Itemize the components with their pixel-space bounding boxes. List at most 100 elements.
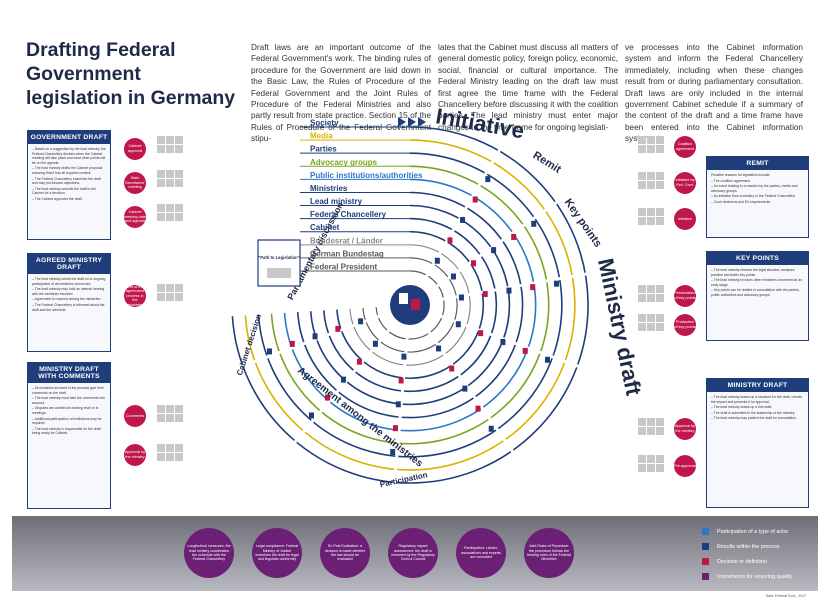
- participant-marker: [455, 321, 461, 328]
- arrow-icon: [398, 117, 426, 127]
- instrument-circle: Longitudinal measures: the lead ministry…: [184, 528, 234, 578]
- participant-marker: [458, 294, 464, 301]
- panel-body: – The lead ministry reviews the legal si…: [707, 265, 808, 302]
- decision-circle: Approval by the ministry: [124, 444, 146, 466]
- panel-heading: GOVERNMENT DRAFT: [28, 131, 110, 144]
- panel-heading: AGREED MINISTRY DRAFT: [28, 254, 110, 274]
- legend-item: Instruments for ensuring quality: [702, 569, 792, 584]
- panel-text: – All ministries involved in the process…: [32, 386, 104, 395]
- participant-marker: [358, 318, 364, 325]
- instruments-band: Longitudinal measures: the lead ministry…: [12, 516, 818, 591]
- stage-spokes: [236, 144, 592, 489]
- panel-body: Possible reasons for legislation include…: [707, 170, 808, 209]
- actor-label: Federal Chancellery: [310, 210, 387, 219]
- actor-arc: [244, 139, 576, 471]
- panel-text: – Key points can be drafted in consultat…: [711, 288, 800, 297]
- participant-marker: [390, 448, 396, 455]
- actor-label: Advocacy groups: [310, 158, 378, 167]
- stage-remit: Remit: [531, 149, 564, 176]
- participant-marker: [553, 280, 559, 287]
- decision-circle: Initiative: [674, 208, 696, 230]
- stage-participation: Participation: [379, 470, 428, 489]
- actor-label: Bundesrat / Länder: [310, 236, 383, 245]
- panel-text: – The lead ministry is responsible for t…: [32, 426, 101, 436]
- panel-text: – The Cabinet approves the draft.: [32, 196, 83, 201]
- participant-marker: [472, 196, 478, 203]
- panel-text: – Court decisions and EU requirements: [711, 199, 771, 204]
- actor-arc: [336, 230, 485, 379]
- stage-initiative: Initiative: [434, 105, 526, 143]
- participant-marker: [436, 345, 442, 352]
- panel-text: – The lead ministry may publish the draf…: [711, 416, 797, 421]
- actor-arc: [270, 165, 550, 445]
- decision-circle: Coalition agreement: [674, 136, 696, 158]
- instrument-circle: Regulatory impact assessment: the draft …: [388, 528, 438, 578]
- actor-grid-icon: [638, 314, 664, 331]
- panel-key-points: KEY POINTS – The lead ministry reviews t…: [706, 251, 809, 341]
- intro-col-3: ve processes into the Cabinet informatio…: [625, 43, 803, 143]
- actor-grid-icon: [638, 418, 664, 435]
- panel-text: – The Federal Chancellery examines the d…: [32, 176, 101, 186]
- actor-label: Lead ministry: [310, 197, 363, 206]
- instrument-circle: Participation: Länder, associations and …: [456, 528, 506, 578]
- legend-swatch-icon: [702, 543, 709, 550]
- legend-swatch-icon: [702, 528, 709, 535]
- decision-circle: Production of key points: [674, 314, 696, 336]
- actor-label: Society: [310, 119, 339, 128]
- decision-circle: Comments: [124, 405, 146, 427]
- actor-grid-icon: [157, 405, 183, 422]
- stage-spoke: [435, 271, 592, 302]
- panel-ministry-draft-comments: MINISTRY DRAFT WITH COMMENTS – All minis…: [27, 362, 111, 509]
- panel-body: – All ministries involved in the process…: [28, 383, 110, 440]
- participant-marker: [356, 358, 362, 365]
- panel-text: – An event leading to a reaction by the …: [711, 184, 798, 193]
- actor-grid-icon: [638, 455, 664, 472]
- actor-label: German Bundestag: [310, 249, 384, 258]
- participant-marker: [488, 425, 494, 432]
- participant-marker: [401, 353, 407, 360]
- actor-label: Cabinet: [310, 223, 340, 232]
- legend-label: Participation of a type of actor: [717, 528, 789, 535]
- participant-marker: [372, 340, 378, 347]
- panel-ministry-draft: MINISTRY DRAFT – The lead ministry draws…: [706, 378, 809, 508]
- participant-marker: [395, 401, 401, 408]
- decision-circle: Presentation of key points: [674, 285, 696, 307]
- actor-arcs: [231, 126, 589, 484]
- legend-label: Decision or definition: [717, 558, 768, 565]
- panel-heading: MINISTRY DRAFT: [707, 379, 808, 392]
- actor-label: Parties: [310, 145, 337, 154]
- panel-text: – Additional participation of institutio…: [32, 416, 102, 426]
- document-icon: [411, 299, 420, 310]
- panel-text: Possible reasons for legislation include…: [711, 173, 771, 177]
- path-box: [257, 239, 301, 287]
- participant-marker: [398, 377, 404, 384]
- panel-heading: REMIT: [707, 157, 808, 170]
- legislation-diagram: Initiative Remit Key points Ministry dra…: [231, 105, 645, 489]
- participant-marker: [434, 257, 440, 264]
- legend-label: Instruments for ensuring quality: [717, 573, 793, 580]
- instrument-circle: Joint Rules of Procedure: the procedure …: [524, 528, 574, 578]
- participant-marker: [471, 260, 477, 267]
- decision-circle: Cabinet meeting date and agenda: [124, 206, 146, 228]
- center-hub: [390, 285, 430, 325]
- legend-swatch-icon: [702, 558, 709, 565]
- panel-agreed-ministry-draft: AGREED MINISTRY DRAFT – The lead ministr…: [27, 253, 111, 352]
- participant-marker: [482, 291, 488, 298]
- participant-marker: [266, 348, 272, 355]
- instrument-circle: Ex-Post Evaluation: a decision is made w…: [320, 528, 370, 578]
- participant-marker: [309, 412, 315, 419]
- participant-marker: [475, 405, 481, 412]
- participant-marker: [335, 325, 341, 332]
- decision-circle: Approval by the ministry: [674, 418, 696, 440]
- actor-grid-icon: [157, 444, 183, 461]
- actor-grid-icon: [157, 284, 183, 301]
- legend-label: Results within the process: [717, 543, 780, 550]
- panel-body: – The lead ministry sends the draft on t…: [28, 274, 110, 316]
- document-icon: [267, 268, 291, 278]
- panel-body: – The lead ministry draws up a structure…: [707, 392, 808, 425]
- participant-marker: [449, 365, 455, 372]
- participant-marker: [324, 394, 330, 401]
- participant-marker: [312, 333, 318, 340]
- panel-remit: REMIT Possible reasons for legislation i…: [706, 156, 809, 238]
- actor-arc: [375, 270, 445, 340]
